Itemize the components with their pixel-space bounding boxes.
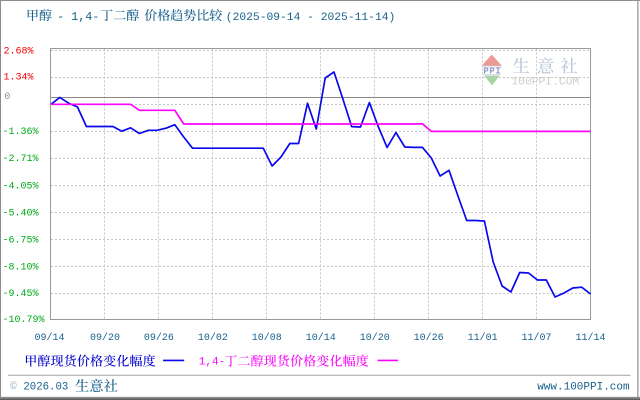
svg-text:10/14: 10/14 [306,332,336,344]
svg-text:10/02: 10/02 [198,332,228,344]
svg-text:-1.36%: -1.36% [3,127,39,138]
svg-text:100PPI.COM: 100PPI.COM [511,77,579,89]
svg-text:1,4-: 1,4- [199,357,225,369]
svg-text:www.100PPI.com: www.100PPI.com [537,381,630,393]
svg-text:-10.79%: -10.79% [3,315,45,326]
svg-text:-9.45%: -9.45% [3,289,39,300]
svg-text:-4.05%: -4.05% [3,182,39,193]
svg-text:(2025-09-14 - 2025-11-14): (2025-09-14 - 2025-11-14) [226,12,395,24]
svg-text:2026.03: 2026.03 [23,382,68,394]
svg-text:10/26: 10/26 [414,332,444,344]
svg-text:09/14: 09/14 [34,332,64,344]
svg-text:1.34%: 1.34% [4,73,34,84]
svg-text:-5.40%: -5.40% [3,209,39,220]
svg-text:- 1,4-: - 1,4- [57,10,99,24]
svg-text:-6.75%: -6.75% [3,235,39,246]
svg-text:©: © [10,382,17,394]
svg-text:10/20: 10/20 [360,332,390,344]
svg-text:0: 0 [4,92,10,103]
svg-text:10/08: 10/08 [252,332,282,344]
svg-text:-2.71%: -2.71% [3,154,39,165]
svg-text:11/01: 11/01 [468,332,498,344]
svg-text:PPI: PPI [483,67,501,77]
svg-text:-8.10%: -8.10% [3,263,39,274]
svg-text:2.68%: 2.68% [4,47,34,58]
svg-text:09/20: 09/20 [90,332,120,344]
svg-text:11/14: 11/14 [575,332,605,344]
svg-text:11/07: 11/07 [522,332,552,344]
svg-text:09/26: 09/26 [144,332,174,344]
